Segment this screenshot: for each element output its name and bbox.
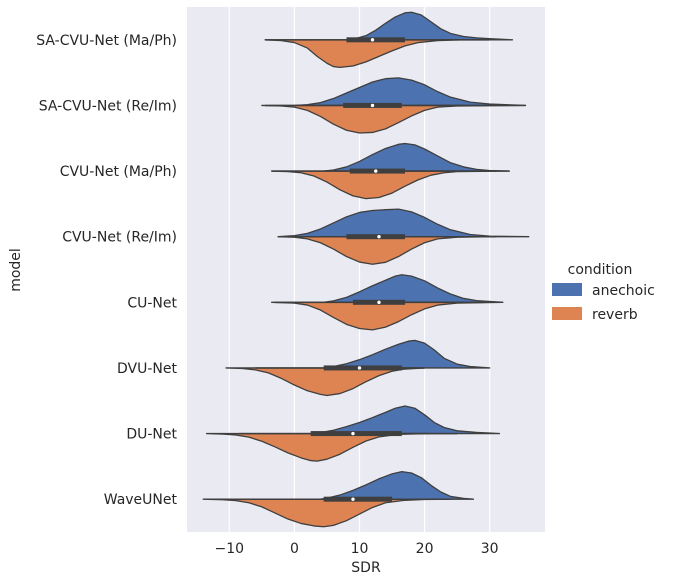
box-median — [374, 169, 378, 173]
legend-swatch-reverb — [552, 307, 582, 320]
x-axis-title: SDR — [351, 560, 381, 576]
violin-anechoic — [348, 11, 514, 41]
violin-anechoic — [323, 274, 504, 303]
violin-anechoic — [295, 77, 527, 107]
box-median — [351, 497, 355, 501]
legend-label-anechoic: anechoic — [592, 283, 655, 299]
violin-anechoic — [323, 339, 491, 369]
y-tick-label: CU-Net — [127, 295, 177, 311]
box-iqr — [310, 431, 402, 437]
box-plots — [235, 37, 497, 502]
box-iqr — [323, 365, 402, 371]
box-iqr — [346, 234, 406, 240]
x-tick-label: −10 — [215, 541, 245, 557]
violin-reverb — [225, 367, 426, 397]
y-tick-label: SA-CVU-Net (Ma/Ph) — [36, 33, 177, 49]
violin-reverb — [270, 170, 510, 200]
violin-reverb — [277, 236, 491, 265]
box-median — [351, 431, 355, 436]
x-tick-label: 20 — [416, 541, 434, 557]
x-tick-label: 30 — [481, 541, 499, 557]
violin-reverb — [261, 104, 527, 134]
violin-anechoic — [323, 142, 510, 172]
box-median — [370, 103, 375, 108]
legend: condition anechoic reverb — [552, 262, 655, 323]
legend-swatch-anechoic — [552, 283, 582, 296]
box-iqr — [346, 37, 406, 43]
y-tick-label: DU-Net — [126, 427, 177, 443]
box-median — [357, 366, 362, 370]
box-median — [370, 38, 375, 42]
y-tick-label: CVU-Net (Ma/Ph) — [60, 164, 177, 180]
y-tick-label: DVU-Net — [117, 361, 177, 377]
violin-anechoic — [310, 405, 501, 435]
violin-anechoic — [277, 208, 530, 238]
y-tick-label: SA-CVU-Net (Re/Im) — [39, 98, 177, 114]
y-tick-label: CVU-Net (Re/Im) — [62, 230, 177, 246]
legend-title: condition — [568, 262, 633, 278]
y-axis-title: model — [8, 248, 24, 292]
box-median — [377, 234, 381, 239]
violins — [202, 11, 530, 528]
violin-reverb — [205, 432, 429, 462]
violin-anechoic — [319, 470, 475, 500]
y-tick-labels: SA-CVU-Net (Ma/Ph) SA-CVU-Net (Re/Im) CVU-… — [36, 33, 177, 508]
legend-label-reverb: reverb — [592, 307, 638, 323]
box-iqr — [323, 496, 393, 502]
violin-reverb — [264, 39, 462, 69]
violin-reverb — [270, 301, 504, 331]
box-median — [377, 300, 381, 305]
x-tick-label: 0 — [290, 541, 299, 557]
x-tick-labels: −10 0 10 20 30 — [215, 541, 499, 557]
x-tick-label: 10 — [351, 541, 369, 557]
y-tick-label: WaveUNet — [104, 492, 178, 508]
violin-reverb — [202, 498, 452, 528]
